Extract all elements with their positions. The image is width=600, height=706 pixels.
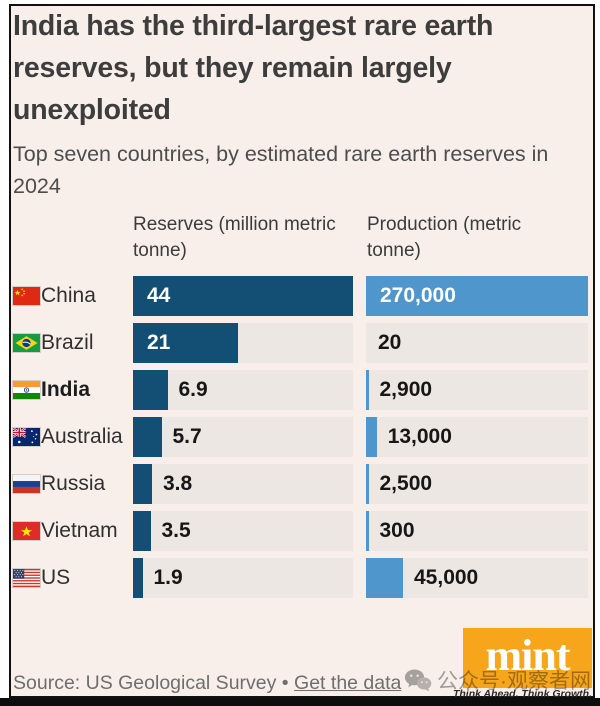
value-label: 3.8 <box>163 472 193 495</box>
value-label: 45,000 <box>414 566 479 589</box>
chart-rows: China 44 270,000 Brazil 21 20 India 6.9 2,900 Aus… <box>0 276 600 616</box>
reserves-track: 5.7 <box>133 417 353 457</box>
chart-subtitle: Top seven countries, by estimated rare e… <box>13 142 549 198</box>
production-bar <box>366 511 369 551</box>
source-separator: • <box>281 672 289 694</box>
bottom-border-bar <box>0 698 600 706</box>
watermark-text: 公众号·观察者网 <box>437 670 591 693</box>
reserves-track: 3.8 <box>133 464 353 504</box>
table-row-vn: Vietnam 3.5 300 <box>0 511 600 551</box>
get-the-data-link[interactable]: Get the data <box>294 672 402 694</box>
production-bar <box>366 558 403 598</box>
column-header-reserves: Reserves (million metric tonne) <box>133 214 336 261</box>
production-track: 20 <box>366 323 588 363</box>
reserves-bar <box>133 511 151 551</box>
value-label: 21 <box>147 331 171 354</box>
country-label: Australia <box>41 425 123 448</box>
value-label: 13,000 <box>387 425 452 448</box>
reserves-track: 1.9 <box>133 558 353 598</box>
table-row-au: Australia 5.7 13,000 <box>0 417 600 457</box>
production-track: 2,500 <box>366 464 588 504</box>
reserves-track: 3.5 <box>133 511 353 551</box>
flag-au-icon <box>12 427 41 447</box>
production-track: 13,000 <box>366 417 588 457</box>
value-label: 6.9 <box>178 378 208 401</box>
reserves-track: 6.9 <box>133 370 353 410</box>
flag-vn-icon <box>12 521 41 541</box>
reserves-bar <box>133 370 168 410</box>
reserves-bar <box>133 558 143 598</box>
reserves-track: 21 <box>133 323 353 363</box>
production-bar <box>366 370 369 410</box>
flag-ru-icon <box>12 474 41 494</box>
column-header-production: Production (metric tonne) <box>367 214 522 261</box>
flag-cn-icon <box>12 286 41 306</box>
table-row-in: India 6.9 2,900 <box>0 370 600 410</box>
reserves-bar <box>133 417 162 457</box>
country-label: US <box>41 566 71 589</box>
value-label: 2,500 <box>379 472 433 495</box>
chart-title: India has the third-largest rare earth r… <box>13 10 494 126</box>
reserves-bar <box>133 464 152 504</box>
production-bar <box>366 464 369 504</box>
table-row-br: Brazil 21 20 <box>0 323 600 363</box>
mint-logo: mint <box>463 628 592 688</box>
reserves-track: 44 <box>133 276 353 316</box>
production-bar <box>366 276 588 316</box>
production-track: 270,000 <box>366 276 588 316</box>
value-label: 270,000 <box>380 284 456 307</box>
value-label: 2,900 <box>379 378 433 401</box>
flag-us-icon <box>12 568 41 588</box>
country-label: Vietnam <box>41 519 118 542</box>
country-label: Brazil <box>41 331 94 354</box>
flag-in-icon <box>12 380 41 400</box>
table-row-ru: Russia 3.8 2,500 <box>0 464 600 504</box>
watermark: 公众号·观察者网 <box>404 666 591 694</box>
reserves-bar <box>133 323 238 363</box>
value-label: 5.7 <box>172 425 202 448</box>
country-label: India <box>41 378 91 401</box>
mint-tagline: Think Ahead. Think Growth. <box>452 688 592 700</box>
country-label: China <box>41 284 96 307</box>
value-label: 3.5 <box>161 519 191 542</box>
source-line: Source: US Geological Survey • Get the d… <box>13 672 401 695</box>
value-label: 1.9 <box>153 566 183 589</box>
value-label: 44 <box>147 284 171 307</box>
table-row-cn: China 44 270,000 <box>0 276 600 316</box>
source-text: Source: US Geological Survey <box>13 672 277 694</box>
value-label: 20 <box>378 331 402 354</box>
flag-br-icon <box>12 333 41 353</box>
value-label: 300 <box>379 519 415 542</box>
wechat-icon <box>404 669 432 692</box>
production-track: 45,000 <box>366 558 588 598</box>
production-track: 2,900 <box>366 370 588 410</box>
reserves-bar <box>133 276 353 316</box>
production-bar <box>366 417 377 457</box>
country-label: Russia <box>41 472 106 495</box>
production-track: 300 <box>366 511 588 551</box>
table-row-us: US 1.9 45,000 <box>0 558 600 598</box>
